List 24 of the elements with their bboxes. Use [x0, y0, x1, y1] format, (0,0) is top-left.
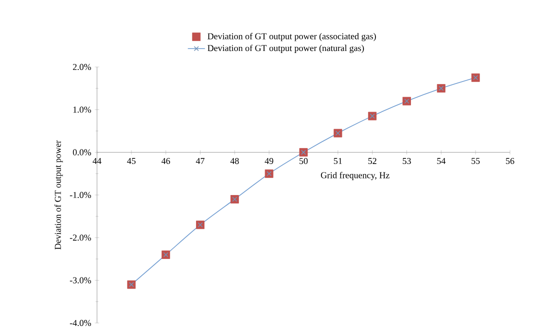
x-tick-label: 47 — [196, 158, 204, 164]
x-axis-title: Grid frequency, Hz — [320, 172, 390, 180]
x-tick-label: 51 — [334, 158, 342, 164]
x-tick-label: 55 — [472, 158, 480, 164]
x-tick-label: 53 — [402, 158, 411, 164]
y-tick-label: -1.0% — [70, 192, 92, 198]
x-tick-label: 56 — [506, 158, 514, 164]
y-tick-label: 2.0% — [72, 64, 92, 70]
x-tick-label: 54 — [437, 158, 446, 164]
legend-label: Deviation of GT output power (natural gas) — [208, 44, 364, 53]
x-tick-label: 50 — [300, 158, 308, 164]
y-tick-label: -4.0% — [70, 320, 92, 326]
y-tick-label: -2.0% — [70, 234, 92, 241]
legend-label: Deviation of GT output power (associated gas) — [208, 32, 376, 42]
x-tick-label: 52 — [368, 158, 376, 164]
y-tick-label: 1.0% — [73, 106, 92, 113]
y-tick-label: 0.0% — [72, 149, 92, 156]
y-axis-title: Deviation of GT output power — [54, 140, 63, 250]
x-tick-label: 48 — [230, 158, 239, 164]
x-tick-label: 49 — [264, 158, 274, 164]
x-tick-label: 46 — [162, 158, 170, 164]
y-tick-label: -3.0% — [70, 277, 92, 284]
x-tick-label: 44 — [92, 158, 102, 164]
x-tick-label: 45 — [127, 158, 136, 164]
